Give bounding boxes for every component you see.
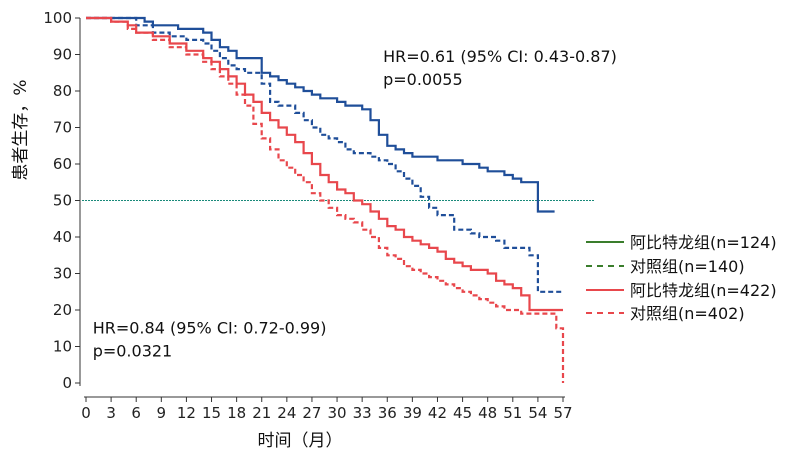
legend: 阿比特龙组(n=124) 对照组(n=140) 阿比特龙组(n=422) 对照组(n=… [586, 233, 777, 323]
x-tick-label: 39 [403, 404, 422, 422]
y-tick-label: 40 [53, 228, 72, 246]
x-tick-label: 30 [328, 404, 347, 422]
y-tick-label: 30 [53, 265, 72, 283]
y-axis-title: 患者生存，% [11, 79, 31, 180]
legend-label-3: 阿比特龙组(n=422) [630, 281, 777, 300]
x-tick-label: 51 [503, 404, 522, 422]
y-tick-label: 80 [53, 82, 72, 100]
survival-curve-2 [86, 16, 563, 293]
y-tick-label: 100 [43, 9, 72, 27]
x-axis-title: 时间（月） [258, 431, 343, 451]
x-tick-label: 45 [453, 404, 472, 422]
legend-label-1: 阿比特龙组(n=124) [630, 233, 777, 252]
y-tick-label: 20 [53, 301, 72, 319]
annotation-layer: HR=0.61 (95% CI: 0.43-0.87) p=0.0055 HR=0.… [93, 47, 617, 361]
x-tick-label: 33 [353, 404, 372, 422]
x-tick-label: 57 [553, 404, 572, 422]
y-tick-label: 10 [53, 338, 72, 356]
x-tick-label: 48 [478, 404, 497, 422]
y-tick-label: 50 [53, 192, 72, 210]
y-tick-label: 70 [53, 119, 72, 137]
hr-annotation-2-line-1: HR=0.84 (95% CI: 0.72-0.99) [93, 319, 327, 338]
y-tick-label: 90 [53, 46, 72, 64]
x-tick-label: 12 [177, 404, 196, 422]
legend-label-2: 对照组(n=140) [630, 257, 745, 276]
x-tick-label: 27 [302, 404, 321, 422]
x-tick-label: 18 [227, 404, 246, 422]
x-tick-label: 3 [106, 404, 116, 422]
hr-annotation-1-line-2: p=0.0055 [383, 70, 463, 89]
series-layer [86, 16, 565, 383]
y-tick-label: 60 [53, 155, 72, 173]
x-tick-label: 9 [157, 404, 167, 422]
x-tick-label: 15 [202, 404, 221, 422]
y-tick-label: 0 [62, 374, 72, 392]
legend-label-4: 对照组(n=402) [630, 304, 745, 323]
x-tick-label: 54 [528, 404, 547, 422]
x-tick-label: 0 [81, 404, 91, 422]
x-tick-label: 42 [428, 404, 447, 422]
survival-curve-4 [86, 16, 565, 383]
survival-curve-1 [86, 16, 555, 213]
hr-annotation-2-line-2: p=0.0321 [93, 342, 173, 361]
x-tick-label: 21 [252, 404, 271, 422]
x-tick-label: 6 [131, 404, 141, 422]
hr-annotation-1-line-1: HR=0.61 (95% CI: 0.43-0.87) [383, 47, 617, 66]
x-tick-label: 24 [277, 404, 296, 422]
x-tick-label: 36 [378, 404, 397, 422]
